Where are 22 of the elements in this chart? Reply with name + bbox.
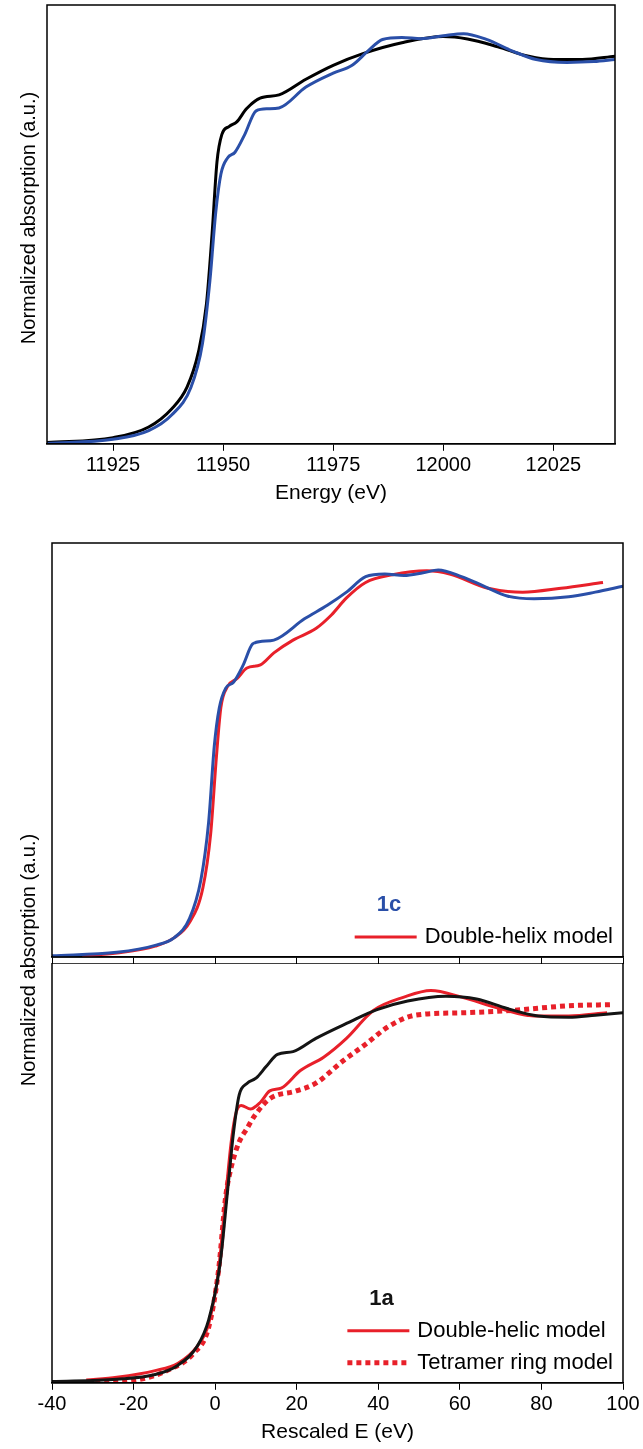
y-axis-title: Normalized absorption (a.u.)	[16, 91, 40, 345]
legend-label: Double-helix model	[424, 923, 614, 949]
x-tick-label: 80	[530, 1392, 553, 1415]
x-tick-label: 11925	[85, 453, 141, 476]
x-tick-label: 0	[209, 1392, 221, 1415]
x-tick-label: 12025	[525, 453, 582, 476]
legend-label: Double-helic model	[417, 1316, 606, 1342]
x-tick-label: 12000	[415, 453, 472, 476]
x-tick-label: 40	[367, 1392, 390, 1415]
y-axis-title: Normalized absorption (a.u.)	[16, 833, 40, 1087]
x-tick-label: 20	[285, 1392, 308, 1415]
text: 1a	[369, 1284, 395, 1310]
x-axis-title: Energy (eV)	[274, 480, 388, 504]
x-tick-label: 11975	[306, 453, 361, 476]
x-tick-label: -40	[37, 1392, 67, 1415]
x-axis-title: Rescaled E (eV)	[261, 1419, 414, 1443]
legend-label: Tetramer ring model	[417, 1348, 614, 1374]
x-tick-label: -20	[119, 1392, 149, 1415]
x-tick-label: 11950	[196, 453, 251, 476]
text: 1c	[376, 891, 402, 917]
x-tick-label: 100	[606, 1392, 640, 1415]
x-tick-label: 60	[448, 1392, 471, 1415]
